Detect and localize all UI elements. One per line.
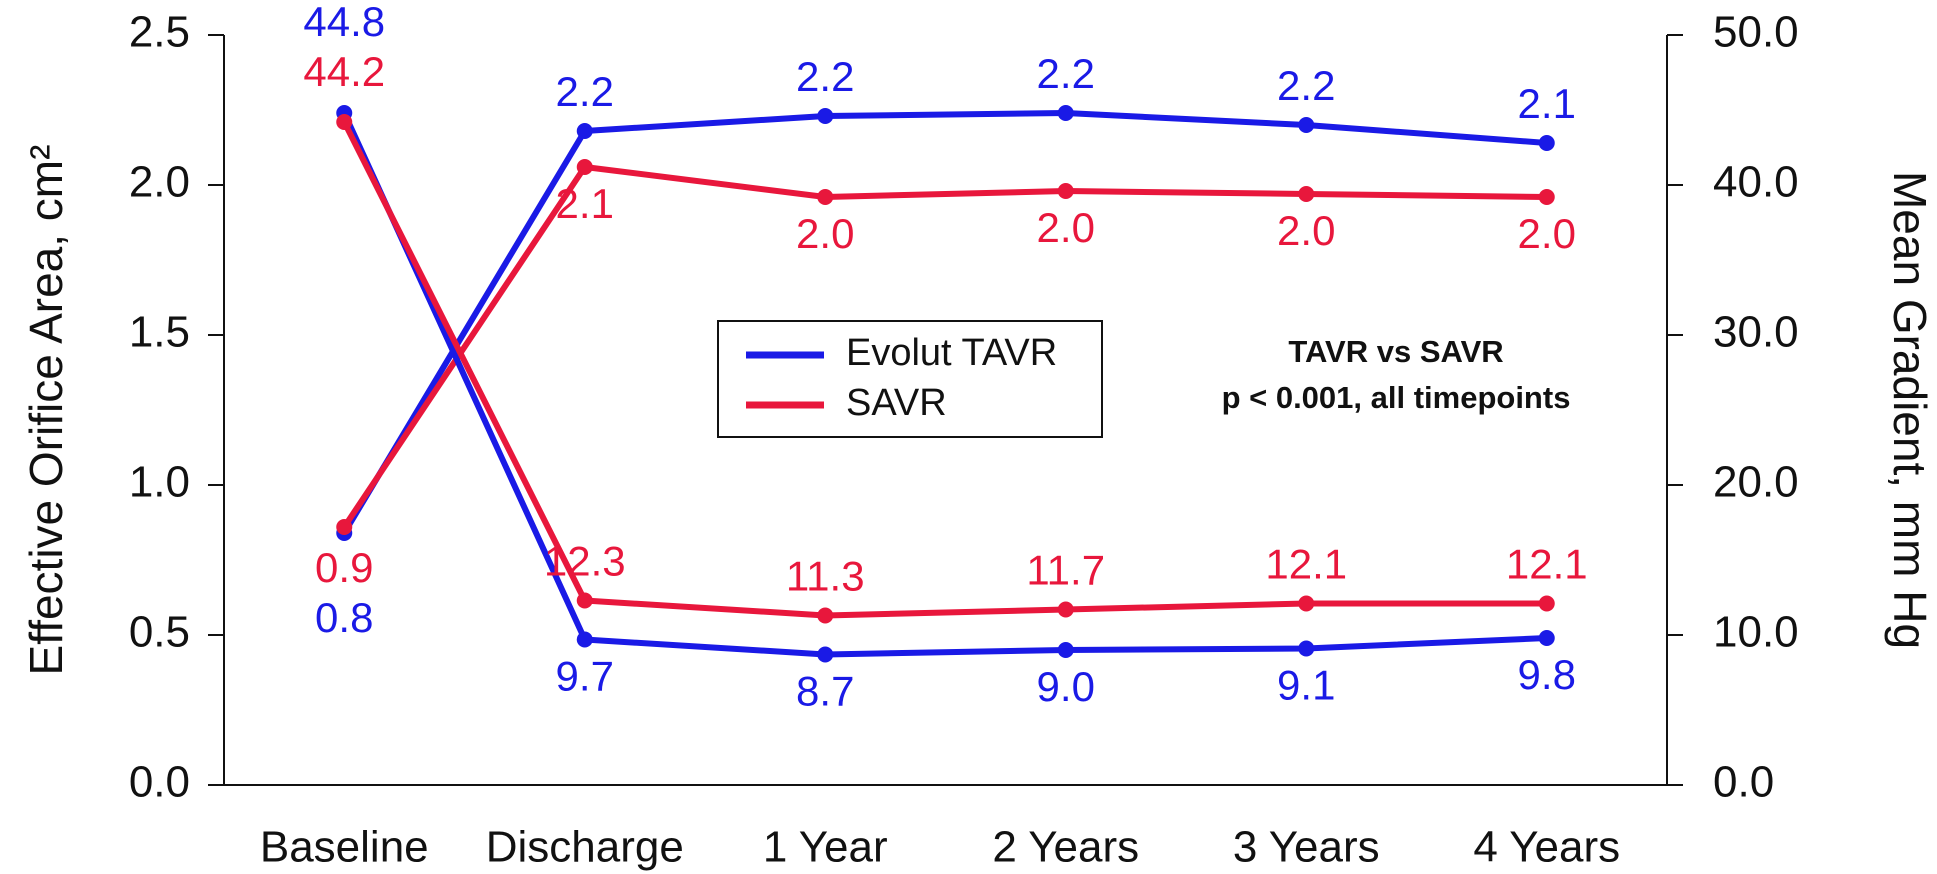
data-label: 11.7 [1026, 547, 1105, 594]
y2-tick-label: 20.0 [1713, 458, 1799, 507]
data-point [1298, 640, 1315, 657]
x-tick-label: Discharge [486, 823, 684, 872]
annotation: p < 0.001, all timepoints [1222, 380, 1571, 415]
data-point [1057, 105, 1074, 121]
series-line [341, 110, 1547, 535]
y2-tick-label: 30.0 [1713, 308, 1799, 357]
y2-tick-label: 40.0 [1713, 158, 1799, 207]
y-tick-label: 2.0 [129, 158, 190, 207]
data-point [1538, 595, 1555, 612]
data-point [1298, 117, 1315, 133]
legend-label: SAVR [846, 382, 947, 424]
data-point [1538, 630, 1555, 646]
data-point [1298, 595, 1315, 612]
data-point [1538, 135, 1555, 151]
legend-label: Evolut TAVR [846, 332, 1057, 374]
data-label: 12.1 [1265, 541, 1347, 588]
y-tick-label: 1.0 [129, 458, 190, 507]
y-axis-title: Effective Orifice Area, cm² [20, 145, 72, 676]
y-tick-label: 0.5 [129, 608, 190, 657]
x-tick-label: 2 Years [992, 823, 1139, 872]
data-label: 2.2 [556, 68, 614, 115]
data-label: 8.7 [796, 668, 854, 715]
data-point [576, 123, 593, 139]
data-label: 9.8 [1518, 651, 1576, 698]
data-point [1538, 189, 1555, 205]
data-point [817, 189, 834, 205]
y2-tick-label: 50.0 [1713, 8, 1799, 57]
data-point [1057, 601, 1074, 618]
data-point [576, 592, 593, 609]
data-label: 2.0 [1037, 204, 1095, 251]
legend-box [717, 320, 1103, 438]
data-point [1298, 186, 1315, 202]
series-line [341, 111, 1547, 658]
data-point [817, 108, 834, 124]
data-label: 2.2 [796, 53, 854, 100]
data-label: 44.2 [303, 48, 385, 95]
data-point [817, 607, 834, 624]
data-label: 2.1 [1518, 80, 1576, 127]
data-label: 2.1 [556, 180, 614, 227]
y2-tick-label: 0.0 [1713, 758, 1774, 807]
data-point [576, 159, 593, 175]
data-label: 12.3 [544, 538, 626, 585]
series-line [341, 164, 1547, 529]
data-label: 44.8 [303, 0, 385, 45]
data-point [1057, 642, 1074, 658]
data-label: 12.1 [1506, 541, 1588, 588]
data-label: 0.9 [315, 544, 373, 591]
data-label: 2.0 [796, 210, 854, 257]
x-tick-label: 1 Year [763, 823, 888, 872]
series-line [341, 120, 1547, 619]
data-label: 2.0 [1518, 210, 1576, 257]
data-label: 9.7 [556, 653, 614, 700]
x-tick-label: 3 Years [1233, 823, 1380, 872]
x-tick-label: 4 Years [1473, 823, 1620, 872]
data-point [817, 646, 834, 663]
data-label: 2.2 [1277, 62, 1335, 109]
annotation: TAVR vs SAVR [1288, 334, 1503, 369]
y2-tick-label: 10.0 [1713, 608, 1799, 657]
data-label: 2.0 [1277, 207, 1335, 254]
data-label: 9.0 [1037, 663, 1095, 710]
data-point [576, 631, 593, 648]
data-label: 9.1 [1277, 662, 1335, 709]
data-point [336, 114, 353, 130]
y2-axis-title: Mean Gradient, mm Hg [1884, 171, 1936, 649]
y-tick-label: 2.5 [129, 8, 190, 57]
data-label: 2.2 [1037, 50, 1095, 97]
data-point [1057, 183, 1074, 199]
y-tick-label: 1.5 [129, 308, 190, 357]
y-tick-label: 0.0 [129, 758, 190, 807]
x-tick-label: Baseline [260, 823, 429, 872]
data-point [336, 519, 353, 535]
data-label: 0.8 [315, 594, 373, 641]
data-label: 11.3 [786, 553, 865, 600]
